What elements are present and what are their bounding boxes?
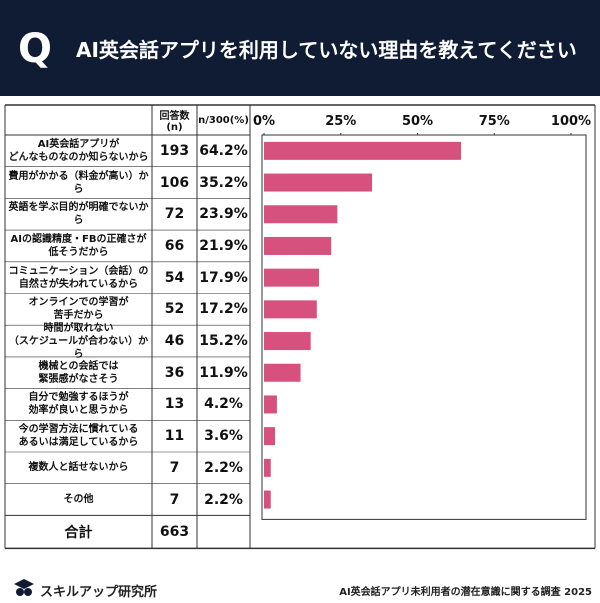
title: AI英会話アプリを利用していない理由を教えてください: [76, 38, 577, 62]
category-label: 費用がかかる（料金が高い）から: [8, 170, 149, 195]
bar: [264, 363, 301, 382]
category-label: その他: [63, 494, 94, 506]
count-header: 回答数(n): [159, 111, 190, 133]
bar: [264, 300, 317, 319]
count: 36: [164, 364, 185, 381]
bar: [264, 173, 373, 192]
count: 13: [164, 396, 185, 413]
x-tick-label: 0%: [253, 114, 275, 129]
value-label: 2.2%: [204, 491, 243, 508]
count: 193: [159, 142, 190, 159]
brand: スキルアップ研究所: [40, 585, 158, 600]
value-label: 2.2%: [204, 459, 243, 476]
value-label: 3.6%: [204, 428, 243, 445]
bar: [264, 268, 319, 287]
value-label: 21.9%: [199, 237, 248, 254]
bar: [264, 205, 338, 224]
count: 46: [164, 333, 185, 350]
bar: [264, 332, 311, 351]
count: 52: [164, 301, 185, 318]
count: 66: [164, 237, 185, 254]
value-label: 35.2%: [199, 174, 248, 191]
bar: [264, 395, 277, 414]
value-label: 64.2%: [199, 142, 248, 159]
count: 72: [164, 206, 185, 223]
total-label: 合計: [64, 524, 93, 541]
category-label: 自分で勉強するほうが 効率が良いと思うから: [28, 392, 129, 417]
plot-area: [261, 134, 587, 520]
source: AI英会話アプリ未利用者の潜在意識に関する調査 2025: [339, 587, 592, 598]
category-label: 英語を学ぶ目的が明確でないから: [8, 202, 149, 227]
bar: [264, 458, 271, 477]
x-tick-label: 25%: [325, 114, 356, 129]
category-label: AI英会話アプリが どんなものなのか知らないから: [8, 138, 149, 163]
count: 106: [159, 174, 190, 191]
header: Q AI英会話アプリを利用していない理由を教えてください: [0, 0, 600, 96]
value-label: 11.9%: [199, 364, 248, 381]
x-tick-label: 100%: [551, 114, 591, 129]
value-label: 17.2%: [199, 301, 248, 318]
category-label: 機械との会話では 緊張感がなさそう: [38, 360, 119, 385]
total: 663: [159, 523, 190, 540]
q-icon: Q: [17, 26, 52, 72]
bar: [264, 490, 271, 509]
category-label: 時間が取れない （スケジュールが合わない）から: [8, 322, 149, 360]
count: 54: [164, 269, 185, 286]
category-label: オンラインでの学習が 苦手だから: [28, 297, 129, 322]
value-label: 23.9%: [199, 206, 248, 223]
percent-header: n/300(%): [198, 114, 249, 126]
value-label: 17.9%: [199, 269, 248, 286]
category-label: 今の学習方法に慣れている あるいは満足しているから: [18, 424, 139, 449]
category-label: コミュニケーション（会話）の 自然さが失われているから: [8, 265, 149, 290]
x-tick-label: 75%: [479, 114, 510, 129]
bar: [264, 427, 276, 446]
count: 7: [169, 491, 180, 508]
count: 7: [169, 459, 180, 476]
value-label: 4.2%: [204, 396, 243, 413]
value-label: 15.2%: [199, 333, 248, 350]
category-label: AIの認識精度・FBの正確さが 低そうだから: [10, 233, 147, 258]
bar: [264, 236, 332, 255]
category-label: 複数人と話せないから: [28, 462, 129, 474]
bar: [264, 141, 462, 160]
count: 11: [164, 428, 185, 445]
x-tick-label: 50%: [402, 114, 433, 129]
logo: [14, 579, 34, 596]
